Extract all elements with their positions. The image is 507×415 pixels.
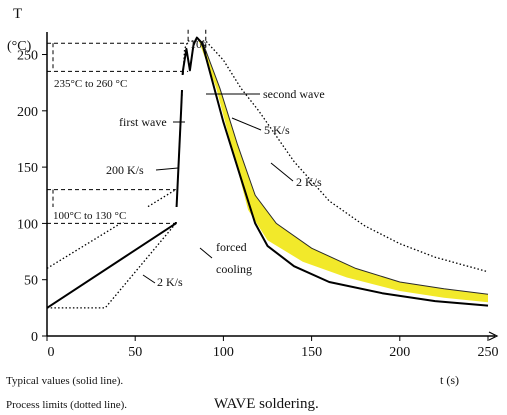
y-axis-label: T [13,6,22,22]
forced-cooling-label-1: forced [216,240,247,254]
rate-5-pointer [232,118,261,130]
forced-cooling-band-upper [202,41,488,294]
rate-200-pointer [156,168,178,170]
rate-2-lower-pointer [143,275,155,283]
ten-seconds-label: 10s [190,37,207,51]
first-wave-label: first wave [119,115,167,129]
rate-2-lower-label: 2 K/s [157,275,183,289]
rate-2-upper-pointer [271,163,293,181]
x-tick-label: 0 [48,345,55,360]
y-tick-label: 100 [17,217,38,232]
rate-2-upper-label: 2 K/s [296,175,322,189]
x-tick-label: 250 [478,345,499,360]
process-limits-note: Process limits (dotted line). [6,399,127,411]
x-tick-label: 100 [213,345,234,360]
y-tick-label: 200 [17,105,38,120]
y-tick-label: 0 [31,330,38,345]
process-limit-curve-2 [47,190,176,269]
range-top-label: 235°C to 260 °C [54,78,127,90]
rate-200-label: 200 K/s [106,163,144,177]
rate-5-label: 5 K/s [264,123,290,137]
x-tick-label: 150 [301,345,322,360]
x-tick-label: 50 [128,345,142,360]
y-tick-label: 150 [17,161,38,176]
y-tick-label: 50 [24,274,38,289]
chart-title: WAVE soldering. [214,396,319,412]
x-axis-label: t (s) [440,373,459,387]
x-tick-label: 200 [389,345,410,360]
y-axis-unit: (°C) [7,39,32,54]
range-bottom-label: 100°C to 130 °C [53,210,126,222]
second-wave-label: second wave [263,87,325,101]
forced-cooling-label-2: cooling [216,262,252,276]
forced-cooling-pointer [200,248,212,258]
typical-values-note: Typical values (solid line). [6,375,123,387]
